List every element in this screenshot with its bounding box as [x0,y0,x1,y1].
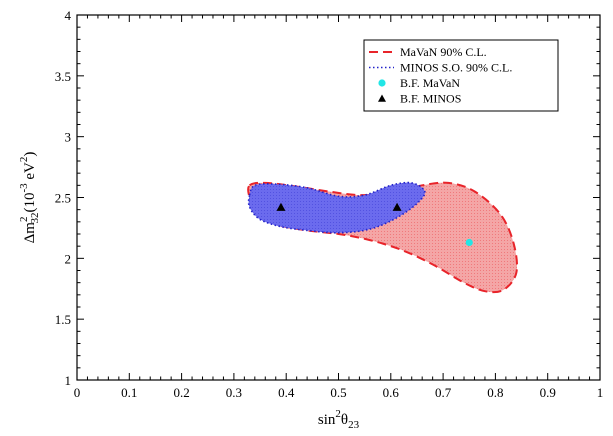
best-fit-minos-point-1 [276,202,286,211]
x-tick-label: 0.2 [173,385,189,400]
y-label-unit-exp2: 2 [18,157,30,163]
x-tick-label: 0.7 [435,385,452,400]
region-minos [247,181,426,234]
legend-box [363,39,559,112]
y-label-unit-close: ) [22,152,38,157]
legend-label: MaVaN 90% C.L. [400,45,487,59]
tick-labels: 0 0.1 0.2 0.3 0.4 0.5 0.6 0.7 0.8 0.9 1 1 1.5 2 2.5 3 3.… [55,8,604,400]
x-tick-label: 0.3 [226,385,242,400]
y-label-delta: Δm [22,222,38,244]
y-tick-label: 1 [65,373,72,388]
y-tick-label: 4 [65,8,72,23]
legend: MaVaN 90% C.L. MINOS S.O. 90% C.L.B.F. Ma… [363,39,559,112]
y-label-unit-open: (10 [22,193,38,213]
best-fit-minos-point-2 [392,202,402,211]
x-tick-label: 0.1 [121,385,137,400]
x-axis-title: sin2θ23 [318,408,360,431]
legend-label: B.F. MaVaN [400,76,460,90]
regions-layer [247,181,519,294]
best-fit-mavan-point [465,238,473,247]
x-tick-label: 0.5 [330,385,346,400]
points-layer [276,202,473,247]
x-label-sup: 2 [335,408,341,420]
x-label-base: sin [318,412,336,428]
x-tick-label: 0.8 [487,385,503,400]
x-tick-label: 0.4 [278,385,295,400]
legend-swatch [378,79,386,87]
x-label-sub: 23 [348,419,360,431]
y-tick-label: 2 [65,251,72,266]
x-tick-label: 0 [74,385,81,400]
y-tick-label: 3.5 [55,69,71,84]
ticks-layer [76,14,601,381]
legend-label: B.F. MINOS [400,92,461,106]
y-label-unit-mid: eV [22,162,38,183]
x-tick-label: 0.9 [540,385,556,400]
legend-swatch [378,94,386,102]
y-label-sub: 32 [29,213,41,224]
x-label-theta: θ [341,412,348,428]
y-axis-title: Δm232(10-3 eV2) [18,152,41,244]
y-tick-label: 1.5 [55,312,71,327]
x-tick-label: 1 [597,385,604,400]
y-label-unit-exp: -3 [18,183,30,193]
x-tick-label: 0.6 [383,385,400,400]
y-tick-label: 3 [65,130,72,145]
y-tick-label: 2.5 [55,191,71,206]
y-label-sup: 2 [18,217,30,223]
legend-label: MINOS S.O. 90% C.L. [400,61,512,75]
